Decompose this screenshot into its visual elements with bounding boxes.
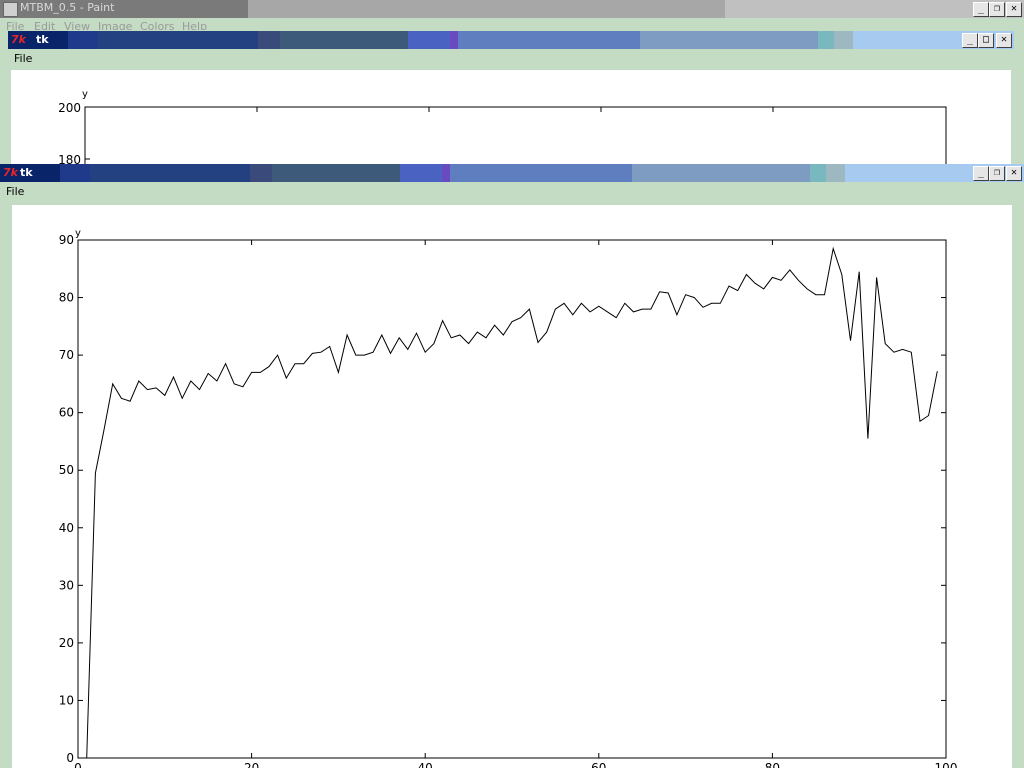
tk-front-menu-file[interactable]: File [6,185,25,198]
tk-back-maximize-button[interactable]: □ [978,33,994,48]
tk-front-minimize-button[interactable]: _ [973,166,989,181]
paint-titlebar: MTBM_0.5 - Paint _ ❐ ✕ [0,0,1024,18]
line-chart: 0 10 20 30 40 50 60 70 80 90 0 20 40 60 80 100 y [59,228,958,768]
y-tick-label-50: 50 [59,463,74,477]
x-tick-label-100: 100 [935,761,958,768]
paint-window-title: MTBM_0.5 - Paint [20,1,115,14]
y-tick-label-80: 80 [59,291,74,305]
y-tick-label-60: 60 [59,406,74,420]
paint-menu-colors[interactable]: Colors [140,20,175,30]
tk-back-title: tk [36,33,49,46]
back-y-tick-label-180: 180 [58,153,81,166]
tk-front-canvas: 0 10 20 30 40 50 60 70 80 90 0 20 40 60 80 100 y [12,205,1012,768]
y-tick-label-0: 0 [66,751,74,765]
paint-app-icon [3,2,18,17]
y-tick-label-40: 40 [59,521,74,535]
paint-menu-image[interactable]: Image [98,20,133,30]
tk-feather-icon: 7k [3,166,18,179]
paint-menubar: File Edit View Image Colors Help [0,18,1024,30]
tk-back-menu-file[interactable]: File [14,52,33,65]
x-tick-label-40: 40 [418,761,433,768]
paint-menu-edit[interactable]: Edit [34,20,56,30]
back-y-tick-label-200: 200 [58,101,81,115]
x-tick-label-20: 20 [244,761,259,768]
paint-minimize-button[interactable]: _ [973,2,989,17]
y-tick-label-90: 90 [59,233,74,247]
tk-back-menubar: File [8,50,1014,66]
x-tick-label-60: 60 [591,761,606,768]
tk-feather-icon: 7k [11,33,26,46]
tk-front-titlebar: 7k tk _ ❐ ✕ [0,164,1024,182]
tk-front-title: tk [20,166,33,179]
tk-window-front: 7k tk _ ❐ ✕ File 0 10 20 30 40 50 60 70 80 90 0 20 4… [0,164,1024,768]
series-line [86,246,938,759]
tk-back-titlebar: 7k tk _ □ ✕ [8,31,1014,49]
tk-front-restore-button[interactable]: ❐ [989,166,1005,181]
tk-front-menubar: File [0,183,1024,199]
x-tick-label-0: 0 [74,761,82,768]
plot-frame [77,239,947,759]
paint-restore-button[interactable]: ❐ [989,2,1005,17]
y-axis-label: y [75,228,81,239]
y-tick-label-10: 10 [59,693,74,707]
paint-menu-file[interactable]: File [6,20,25,30]
back-plot-frame [84,106,947,166]
y-tick-label-30: 30 [59,578,74,592]
tk-window-back: 7k tk _ □ ✕ File y 200 180 [8,30,1014,166]
tk-back-close-button[interactable]: ✕ [996,33,1012,48]
y-tick-label-20: 20 [59,636,74,650]
x-tick-label-80: 80 [765,761,780,768]
tk-front-close-button[interactable]: ✕ [1006,166,1022,181]
y-tick-label-70: 70 [59,348,74,362]
tk-back-minimize-button[interactable]: _ [962,33,978,48]
tk-back-canvas: y 200 180 [11,70,1011,166]
back-y-axis-label: y [82,89,88,100]
paint-menu-help[interactable]: Help [182,20,208,30]
paint-menu-view[interactable]: View [64,20,91,30]
paint-close-button[interactable]: ✕ [1006,2,1022,17]
